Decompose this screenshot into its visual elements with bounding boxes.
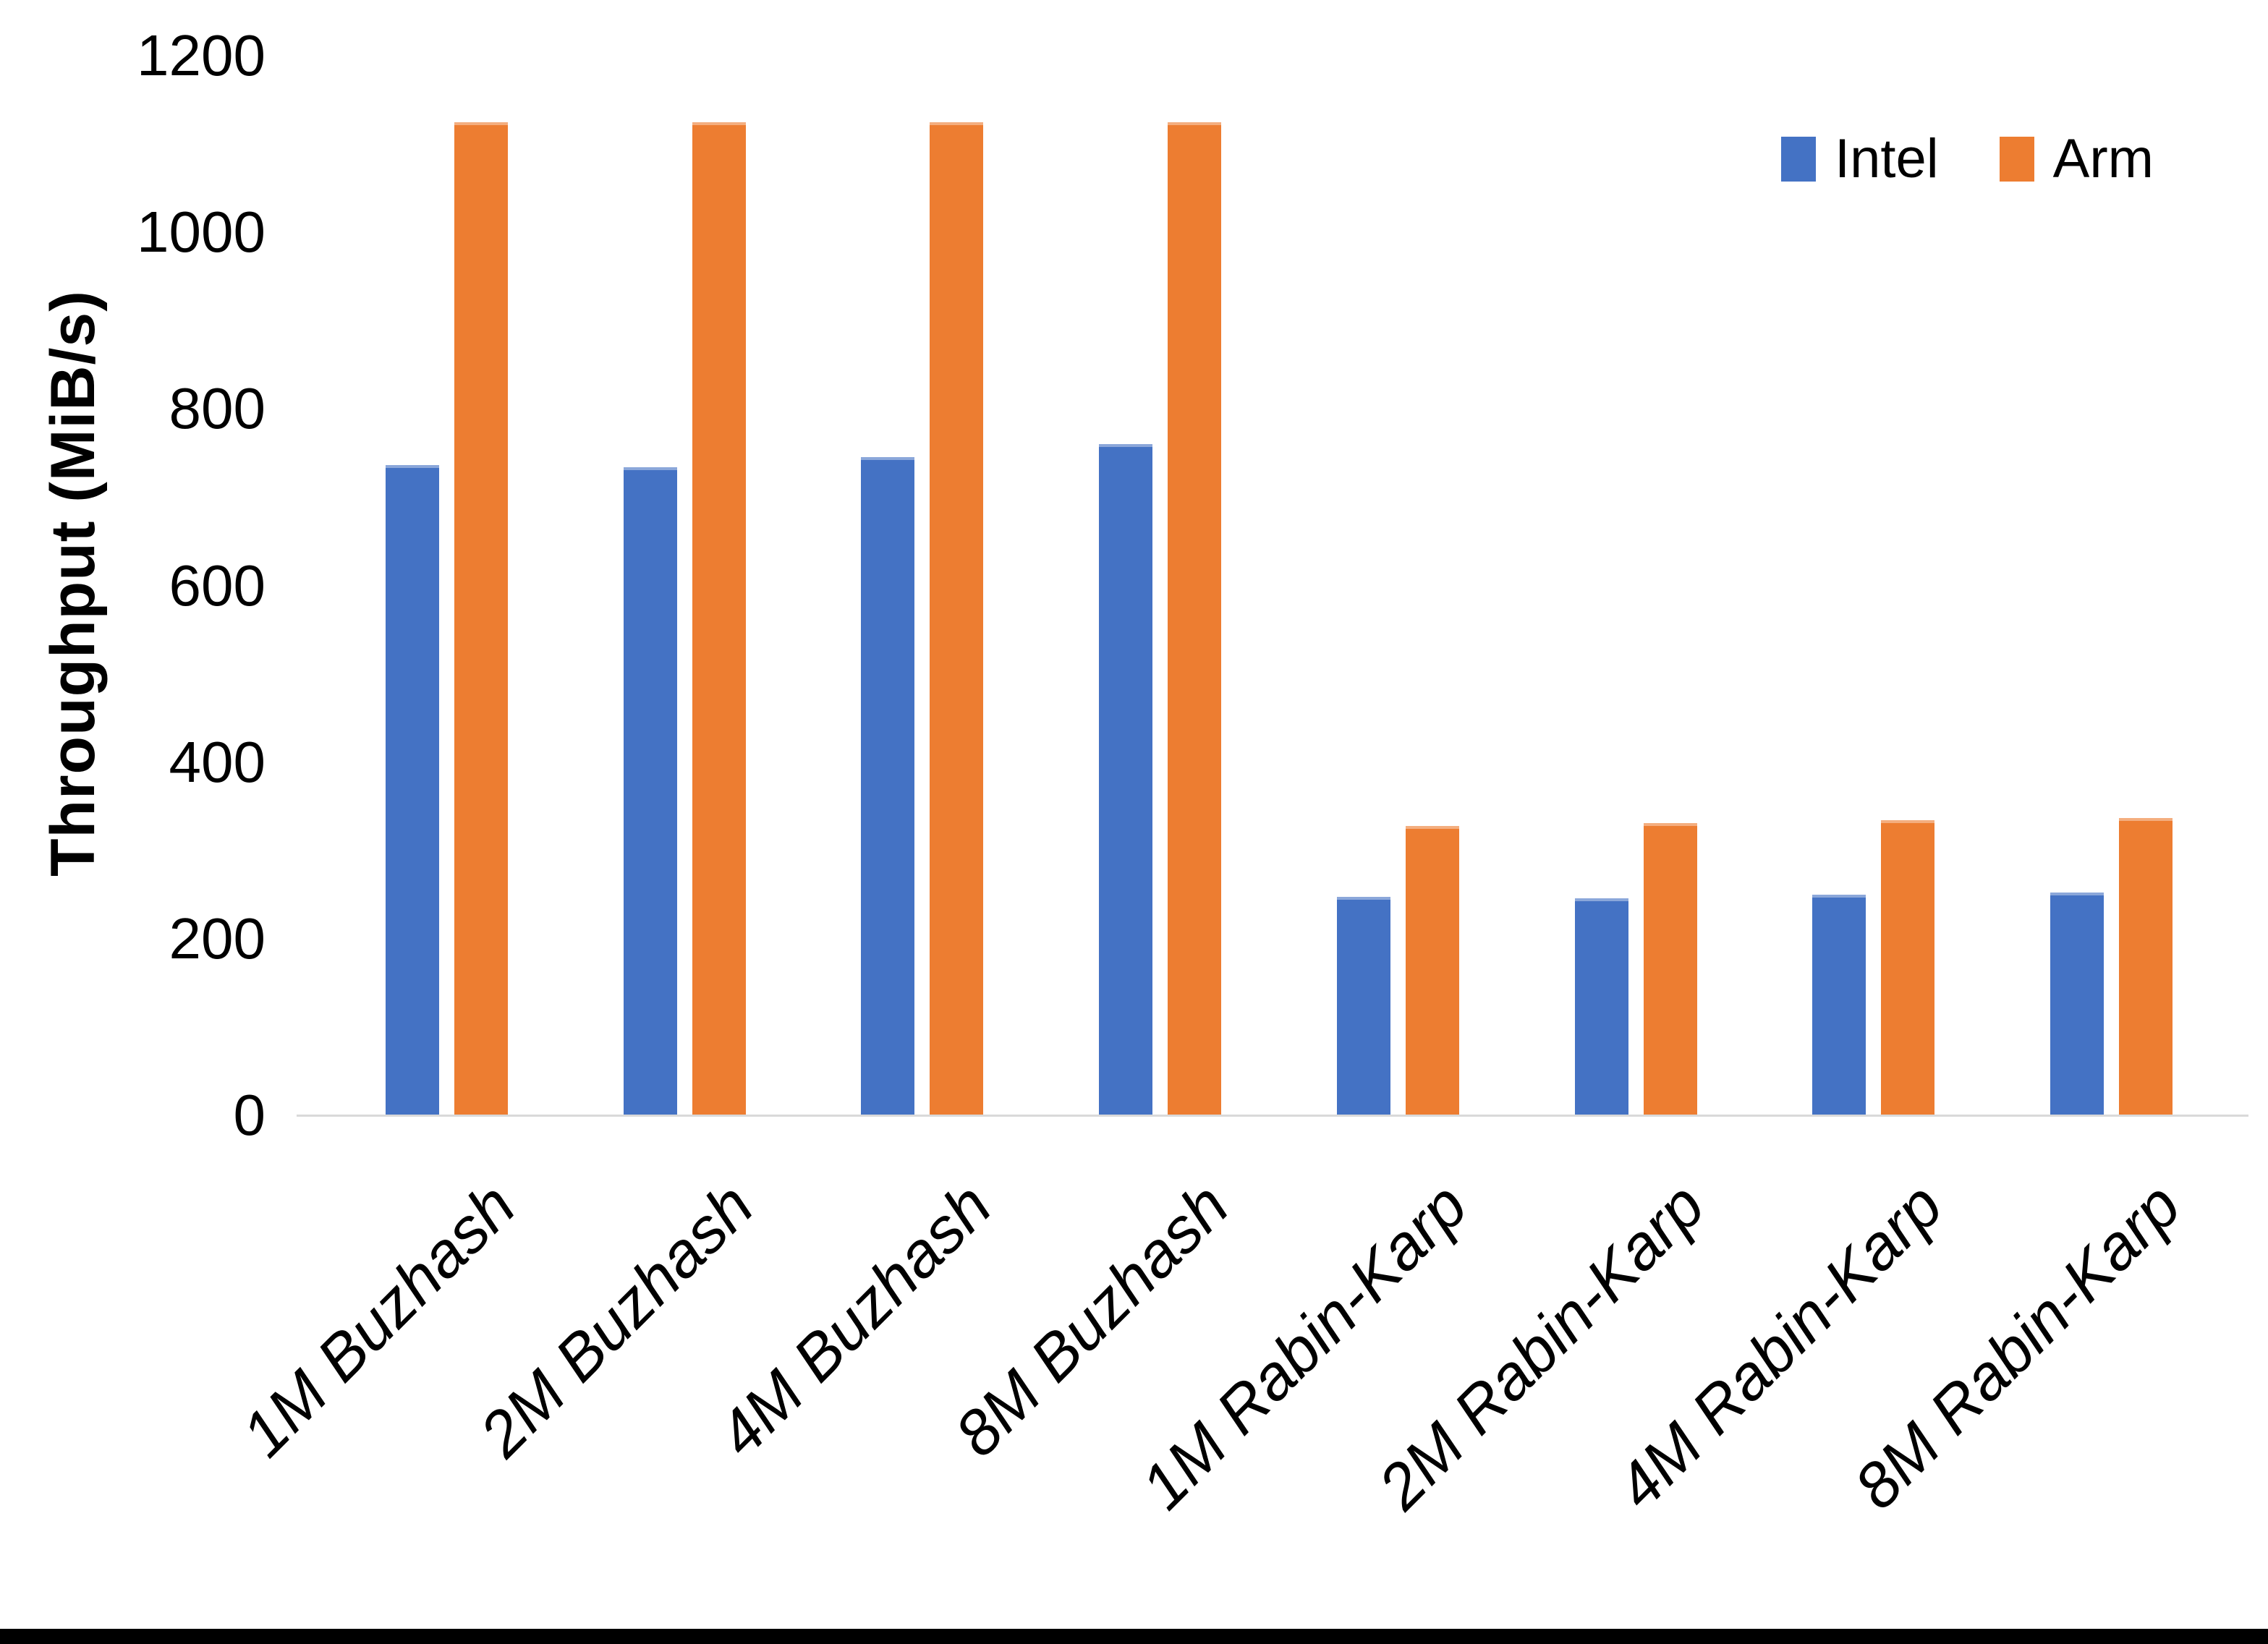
legend-label: Arm <box>2052 128 2154 189</box>
bar-intel <box>624 467 677 1115</box>
y-tick-label: 200 <box>169 906 266 971</box>
y-tick-label: 1000 <box>137 200 266 265</box>
bar-intel <box>1099 444 1152 1115</box>
bar-intel <box>386 465 439 1115</box>
bar-arm <box>1406 826 1459 1115</box>
y-tick-label: 1200 <box>137 23 266 88</box>
bar-arm <box>1644 823 1697 1115</box>
legend-item-intel: Intel <box>1781 132 1939 187</box>
bar-arm <box>692 122 746 1115</box>
y-tick-label: 800 <box>169 376 266 441</box>
bar-intel <box>1337 897 1390 1115</box>
bar-arm <box>930 122 983 1115</box>
legend: Intel Arm <box>1781 132 2154 187</box>
y-tick-label: 600 <box>169 553 266 618</box>
bottom-border-strip <box>0 1629 2268 1644</box>
bar-arm <box>454 122 508 1115</box>
y-tick-label: 0 <box>233 1083 266 1147</box>
x-axis-baseline <box>297 1115 2248 1117</box>
y-tick-label: 400 <box>169 729 266 794</box>
bar-intel <box>2050 893 2104 1115</box>
bar-intel <box>1575 898 1628 1115</box>
bar-intel <box>861 457 914 1115</box>
legend-swatch-intel <box>1781 137 1816 182</box>
legend-item-arm: Arm <box>1999 128 2154 189</box>
legend-swatch-arm <box>1999 137 2034 182</box>
bar-arm <box>1881 820 1934 1115</box>
bar-arm <box>2119 818 2173 1115</box>
legend-label: Intel <box>1835 128 1939 189</box>
bar-arm <box>1168 122 1221 1115</box>
bar-intel <box>1812 895 1866 1115</box>
